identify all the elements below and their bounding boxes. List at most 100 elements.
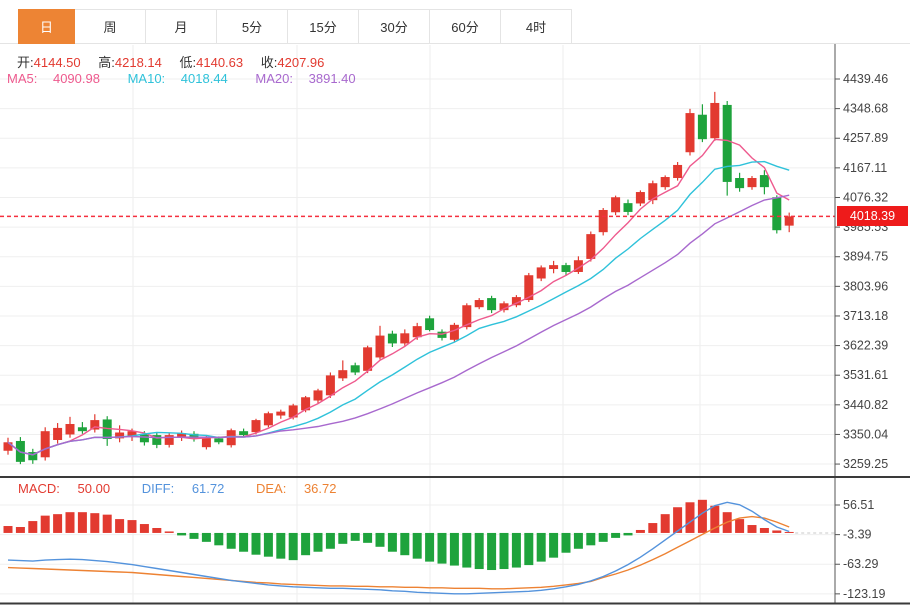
macd-bar xyxy=(276,532,286,559)
candle-body xyxy=(301,397,311,411)
ma10-line xyxy=(7,160,790,456)
candle-body xyxy=(189,433,199,439)
candle-body xyxy=(400,333,410,344)
y-axis-label: 3350.04 xyxy=(843,427,888,441)
macd-bar xyxy=(177,532,187,536)
macd-bar xyxy=(449,532,459,566)
macd-bar xyxy=(338,532,348,544)
tab-30min[interactable]: 30分 xyxy=(359,9,430,44)
ma20-label-value: MA20: 3891.40 xyxy=(255,71,356,86)
candle-body xyxy=(697,114,707,140)
high-label: 高: xyxy=(98,55,115,70)
ma20-line xyxy=(7,194,790,456)
macd-bar xyxy=(325,532,335,549)
macd-bar xyxy=(313,532,323,552)
candle-body xyxy=(524,275,534,301)
macd-bar xyxy=(635,529,645,533)
macd-header: MACD: 50.00 DIFF: 61.72 DEA: 36.72 xyxy=(18,481,365,496)
tab-15min[interactable]: 15分 xyxy=(288,9,359,44)
macd-bar xyxy=(139,524,149,533)
timeframe-tab-bar: 日 周 月 5分 15分 30分 60分 4时 xyxy=(18,9,572,44)
macd-bar xyxy=(102,514,112,533)
macd-bar xyxy=(747,525,757,533)
macd-bar xyxy=(350,532,360,541)
open-label: 开: xyxy=(17,55,34,70)
tab-60min[interactable]: 60分 xyxy=(430,9,501,44)
macd-bar xyxy=(226,532,236,549)
macd-bar xyxy=(189,532,199,539)
candle-body xyxy=(499,303,509,311)
tab-5min[interactable]: 5分 xyxy=(217,9,288,44)
tab-4hour[interactable]: 4时 xyxy=(501,9,572,44)
dea-line xyxy=(7,515,790,590)
y-axis-label: 4076.32 xyxy=(843,190,888,204)
open-value: 4144.50 xyxy=(33,55,81,70)
macd-bar xyxy=(40,515,50,533)
macd-bar xyxy=(660,514,670,533)
macd-bar xyxy=(263,532,273,557)
low-label: 低: xyxy=(179,55,197,70)
macd-bar xyxy=(77,512,87,533)
y-axis-label: 3803.96 xyxy=(843,279,888,293)
macd-bar xyxy=(201,532,211,542)
macd-bar xyxy=(127,520,137,533)
candle-body xyxy=(623,203,633,212)
macd-bar xyxy=(412,532,422,559)
y-axis-label: 3440.82 xyxy=(843,398,888,412)
tab-day[interactable]: 日 xyxy=(18,9,75,44)
macd-bar xyxy=(15,527,25,533)
macd-bar xyxy=(214,532,224,546)
candle-body xyxy=(338,370,348,379)
y-axis-label: -63.29 xyxy=(843,557,878,571)
candle-body xyxy=(449,324,459,340)
macd-bar xyxy=(697,499,707,533)
candle-body xyxy=(536,267,546,279)
candle-body xyxy=(214,438,224,443)
macd-bar xyxy=(251,532,261,555)
low-value: 4140.63 xyxy=(196,55,244,70)
candle-body xyxy=(387,333,397,344)
candle-body xyxy=(598,209,608,233)
macd-bar xyxy=(90,513,100,533)
candle-body xyxy=(263,413,273,426)
macd-bar xyxy=(784,531,794,533)
macd-bar xyxy=(759,527,769,533)
candle-body xyxy=(288,405,298,418)
candle-body xyxy=(276,411,286,416)
macd-bar xyxy=(772,530,782,533)
candle-body xyxy=(115,432,125,439)
macd-label-value: MACD: 50.00 xyxy=(18,481,111,496)
macd-bar xyxy=(387,532,397,552)
ma10-label-value: MA10: 4018.44 xyxy=(127,71,228,86)
candle-body xyxy=(325,375,335,396)
last-price-tag: 4018.39 xyxy=(837,206,908,226)
tab-week[interactable]: 周 xyxy=(75,9,146,44)
macd-bar xyxy=(363,532,373,543)
macd-bar xyxy=(524,532,534,566)
macd-bar xyxy=(586,532,596,546)
candle-body xyxy=(102,419,112,440)
macd-bar xyxy=(400,532,410,556)
tab-month[interactable]: 月 xyxy=(146,9,217,44)
macd-bar xyxy=(288,532,298,561)
candle-body xyxy=(28,452,38,461)
y-axis-label: 3894.75 xyxy=(843,250,888,264)
close-label: 收: xyxy=(260,55,278,70)
macd-bar xyxy=(499,532,509,570)
candle-body xyxy=(40,431,50,458)
macd-bar xyxy=(164,531,174,533)
candle-body xyxy=(65,424,75,435)
macd-bar xyxy=(53,514,63,533)
candle-body xyxy=(759,175,769,188)
y-axis-label: 3531.61 xyxy=(843,368,888,382)
macd-bar xyxy=(710,505,720,533)
macd-bar xyxy=(561,532,571,553)
macd-bar xyxy=(462,532,472,568)
candle-body xyxy=(363,347,373,371)
candle-body xyxy=(3,442,13,451)
candle-body xyxy=(772,197,782,231)
candle-body xyxy=(685,113,695,153)
ohlc-header: 开:4144.50 高:4218.14 低:4140.63 收:4207.96 xyxy=(17,52,338,71)
